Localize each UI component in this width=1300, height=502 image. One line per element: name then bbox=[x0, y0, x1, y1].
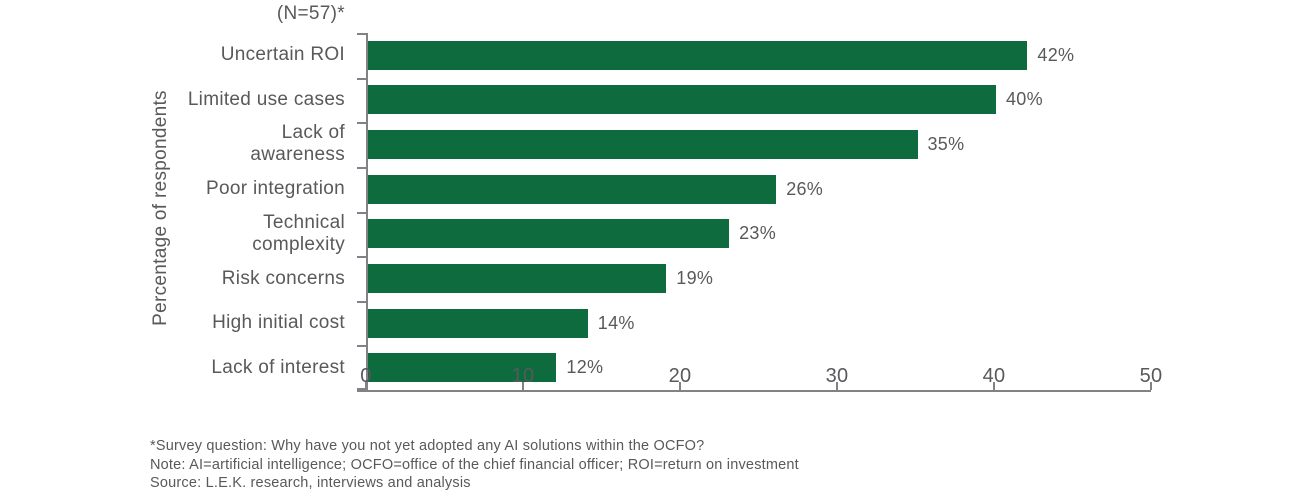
category-label: High initial cost bbox=[212, 312, 345, 334]
category-label: Lack of interest bbox=[211, 356, 345, 378]
x-tick-label: 50 bbox=[1139, 365, 1163, 387]
category-label: Technical complexity bbox=[252, 211, 345, 255]
bar-row: 35% bbox=[368, 122, 1151, 167]
bar bbox=[368, 308, 588, 338]
sample-size-label: (N=57)* bbox=[276, 3, 345, 24]
y-tick bbox=[357, 122, 366, 125]
y-tick bbox=[357, 166, 366, 169]
bar bbox=[368, 85, 996, 115]
bar-row: 19% bbox=[368, 256, 1151, 301]
y-tick bbox=[357, 33, 366, 35]
x-tick-label: 0 bbox=[360, 365, 372, 387]
bar bbox=[368, 174, 777, 204]
x-tick bbox=[993, 382, 995, 390]
bar-value-label: 42% bbox=[1037, 44, 1075, 65]
category-label: Poor integration bbox=[206, 178, 345, 200]
y-tick bbox=[357, 345, 366, 348]
bar-row: 14% bbox=[368, 301, 1151, 346]
bar bbox=[368, 40, 1028, 70]
category-label: Lack of awareness bbox=[250, 122, 345, 166]
footnotes: *Survey question: Why have you not yet a… bbox=[150, 437, 799, 493]
x-tick bbox=[1150, 382, 1152, 390]
y-tick bbox=[357, 211, 366, 214]
bar-value-label: 14% bbox=[597, 312, 635, 333]
x-tick-label: 20 bbox=[668, 365, 692, 387]
x-tick-label: 10 bbox=[511, 365, 535, 387]
category-axis-labels: Uncertain ROI Limited use cases Lack of awa… bbox=[140, 33, 345, 390]
bar bbox=[368, 130, 918, 160]
category-label: Risk concerns bbox=[221, 267, 345, 289]
bar-row: 26% bbox=[368, 167, 1151, 212]
bar-value-label: 26% bbox=[786, 178, 824, 199]
bar-value-label: 19% bbox=[676, 267, 714, 288]
x-tick-label: 30 bbox=[825, 365, 849, 387]
bar bbox=[368, 219, 730, 249]
bar-row: 12% bbox=[368, 345, 1151, 390]
y-axis-line bbox=[366, 33, 368, 390]
bar-rows: 42% 40% 35% 26% 23% 19% 14% 12% bbox=[368, 33, 1151, 390]
footnote-line: Note: AI=artificial intelligence; OCFO=o… bbox=[150, 456, 799, 473]
y-tick bbox=[357, 77, 366, 80]
y-tick bbox=[357, 300, 366, 303]
y-tick bbox=[357, 388, 366, 390]
footnote-line: Source: L.E.K. research, interviews and … bbox=[150, 475, 471, 491]
bar bbox=[368, 263, 667, 293]
x-tick-label: 40 bbox=[982, 365, 1006, 387]
x-axis-line bbox=[357, 390, 1151, 392]
bar-value-label: 35% bbox=[927, 134, 965, 155]
bar-row: 23% bbox=[368, 212, 1151, 257]
bar-row: 42% bbox=[368, 33, 1151, 78]
category-label: Limited use cases bbox=[187, 88, 345, 110]
footnote-line: *Survey question: Why have you not yet a… bbox=[150, 438, 705, 454]
x-tick bbox=[522, 382, 524, 390]
bar bbox=[368, 353, 557, 383]
x-tick bbox=[365, 382, 367, 390]
category-label: Uncertain ROI bbox=[220, 44, 345, 66]
plot-area: 42% 40% 35% 26% 23% 19% 14% 12% bbox=[357, 33, 1152, 392]
x-tick bbox=[836, 382, 838, 390]
y-tick bbox=[357, 256, 366, 259]
bar-value-label: 12% bbox=[566, 357, 604, 378]
bar-row: 40% bbox=[368, 78, 1151, 123]
bar-value-label: 23% bbox=[739, 223, 777, 244]
x-tick bbox=[679, 382, 681, 390]
bar-value-label: 40% bbox=[1006, 89, 1043, 110]
